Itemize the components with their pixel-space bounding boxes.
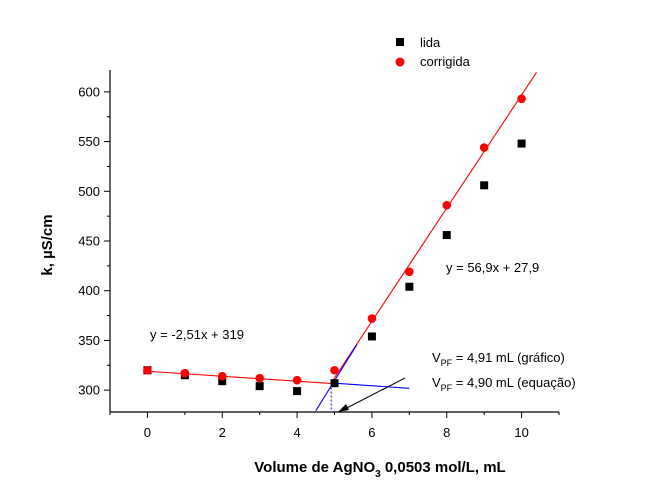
- legend-label-lida: lida: [420, 35, 441, 50]
- point-lida: [218, 377, 227, 386]
- y-axis-title: k, µS/cm: [39, 214, 56, 275]
- x-axis-title: Volume de AgNO3 0,0503 mol/L, mL: [254, 459, 505, 480]
- x-axis-title-subscript: 3: [375, 469, 381, 480]
- point-corrigida: [442, 200, 452, 210]
- vpf-grafico: VPF = 4,91 mL (gráfico): [432, 350, 565, 368]
- point-lida: [255, 382, 264, 391]
- point-corrigida: [330, 365, 339, 375]
- x-tick-label: 4: [293, 425, 300, 440]
- point-lida: [367, 332, 376, 341]
- y-tick-label: 300: [78, 383, 100, 398]
- legend-label-corrigida: corrigida: [420, 54, 471, 69]
- x-tick-label: 0: [144, 425, 151, 440]
- point-corrigida: [143, 365, 152, 375]
- y-tick-label: 500: [78, 184, 100, 199]
- point-lida: [330, 379, 339, 388]
- point-corrigida: [405, 267, 414, 277]
- fit-line-1: [332, 72, 538, 381]
- legend-marker-corrigida: [395, 57, 405, 67]
- data-points: [143, 94, 526, 396]
- point-corrigida: [367, 314, 377, 323]
- y-tick-label: 400: [78, 283, 100, 298]
- point-corrigida: [180, 368, 190, 378]
- point-lida: [442, 231, 451, 240]
- point-lida: [293, 387, 302, 396]
- y-tick-label: 550: [78, 134, 100, 149]
- point-lida: [517, 139, 526, 148]
- equation-right: y = 56,9x + 27,9: [446, 260, 539, 275]
- y-tick-label: 600: [78, 84, 100, 99]
- vpf-equacao: VPF = 4,90 mL (equação): [432, 375, 576, 393]
- legend-marker-lida: [396, 38, 404, 46]
- x-tick-label: 10: [514, 425, 528, 440]
- point-lida: [405, 282, 414, 291]
- fit-line-0: [147, 370, 335, 385]
- fit-lines: [147, 72, 538, 412]
- x-tick-label: 8: [443, 425, 450, 440]
- point-corrigida: [479, 143, 489, 152]
- axes: 0 2 4 6 8 10 300 350 400 450 500 550 600: [78, 70, 560, 440]
- point-corrigida: [255, 373, 264, 383]
- point-lida: [480, 181, 489, 190]
- point-corrigida: [292, 375, 302, 385]
- y-tick-label: 350: [78, 333, 100, 348]
- endpoint-arrow: [340, 377, 406, 412]
- x-axis-title-rest: 0,0503 mol/L, mL: [381, 459, 506, 476]
- x-tick-label: 2: [219, 425, 226, 440]
- endpoint-arrowhead: [338, 404, 349, 412]
- x-tick-label: 6: [368, 425, 375, 440]
- fit-line-3: [315, 344, 358, 412]
- point-corrigida: [517, 94, 526, 104]
- fit-line-2: [330, 382, 410, 389]
- y-tick-label: 450: [78, 234, 100, 249]
- point-corrigida: [217, 371, 227, 381]
- legend: lida corrigida: [395, 35, 471, 69]
- equation-left: y = -2,51x + 319: [150, 327, 244, 342]
